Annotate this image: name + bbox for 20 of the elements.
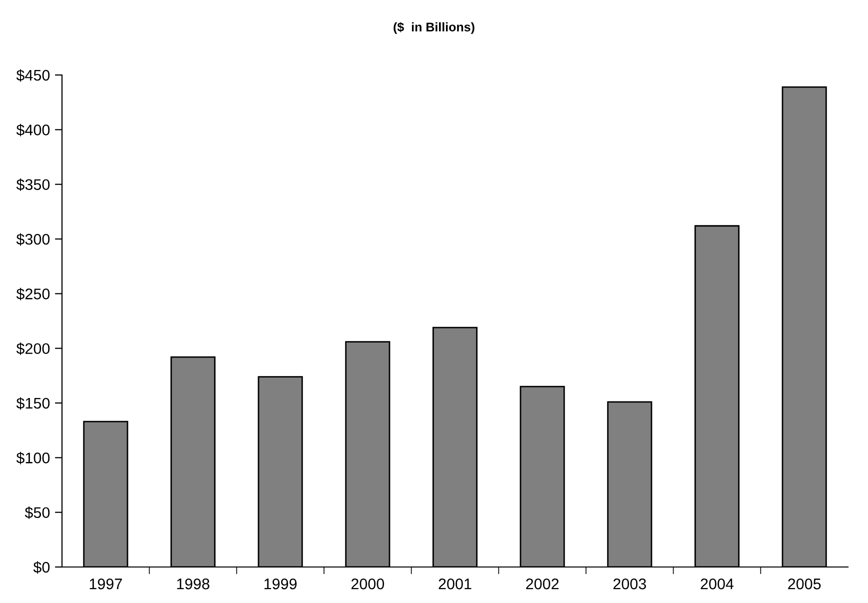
y-tick-label: $350 — [16, 178, 50, 191]
y-tick-label: $300 — [16, 233, 50, 246]
y-tick-label: $100 — [16, 452, 50, 464]
y-tick-label: $200 — [16, 342, 50, 355]
x-tick-label: 2002 — [526, 578, 559, 590]
y-tick-label: $50 — [24, 506, 50, 519]
y-tick-label: $400 — [16, 124, 50, 136]
x-tick-label: 2005 — [788, 578, 821, 590]
y-tick-label: $250 — [16, 288, 50, 300]
chart-title: ($ in Billions) — [394, 22, 474, 34]
x-tick-label: 2000 — [351, 578, 384, 590]
x-tick-label: 2003 — [613, 578, 646, 590]
y-tick-label: $450 — [16, 69, 50, 82]
x-tick-label: 1998 — [177, 578, 210, 590]
x-tick-label: 1999 — [264, 578, 297, 590]
y-tick-label: $0 — [33, 561, 50, 574]
x-tick-label: 2001 — [438, 578, 472, 590]
y-tick-label: $150 — [16, 397, 50, 410]
x-tick-label: 1997 — [90, 578, 122, 590]
x-tick-label: 2004 — [700, 578, 734, 590]
